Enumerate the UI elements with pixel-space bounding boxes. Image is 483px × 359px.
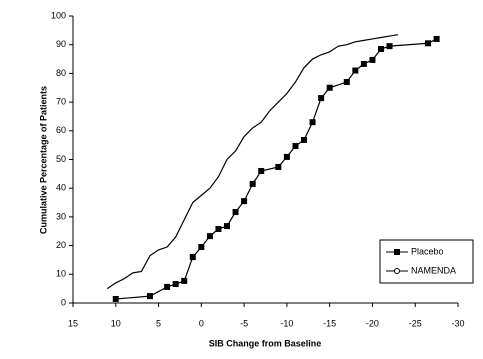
y-tick-label: 0: [61, 297, 66, 307]
marker: [292, 143, 299, 150]
x-tick-label: -15: [323, 318, 336, 328]
marker: [189, 254, 196, 261]
y-tick-label: 60: [56, 125, 66, 135]
marker: [206, 233, 213, 240]
marker: [318, 95, 325, 102]
marker: [369, 56, 376, 63]
x-tick-label: -30: [451, 318, 464, 328]
y-tick-label: 100: [51, 10, 66, 20]
marker: [181, 277, 188, 284]
marker: [258, 167, 265, 174]
y-tick-label: 20: [56, 240, 66, 250]
x-tick-label: -25: [409, 318, 422, 328]
marker: [433, 35, 440, 42]
marker: [249, 180, 256, 187]
y-tick-label: 50: [56, 154, 66, 164]
legend-label: NAMENDA: [411, 265, 456, 275]
marker: [241, 198, 248, 205]
marker: [378, 46, 384, 53]
x-tick-label: 0: [199, 318, 204, 328]
y-tick-label: 70: [56, 96, 66, 106]
x-axis-title: SIB Change from Baseline: [209, 338, 322, 348]
legend-box: [379, 239, 474, 284]
marker: [232, 209, 239, 216]
x-tick-label: -5: [240, 318, 248, 328]
marker: [164, 283, 171, 290]
marker: [386, 43, 393, 50]
x-tick-label: -20: [366, 318, 379, 328]
marker: [425, 40, 432, 47]
legend: Placebo NAMENDA: [379, 239, 474, 284]
legend-marker: [394, 249, 400, 255]
marker: [198, 244, 205, 251]
x-tick-label: 5: [156, 318, 161, 328]
y-axis-title: Cumulative Percentage of Patients: [38, 86, 48, 234]
x-tick-label: 10: [111, 318, 121, 328]
legend-label: Placebo: [411, 246, 444, 256]
x-tick-label: -10: [280, 318, 293, 328]
marker: [112, 295, 119, 302]
y-tick-label: 30: [56, 211, 66, 221]
marker: [172, 281, 179, 288]
series-line: [106, 34, 399, 290]
y-tick-label: 80: [56, 68, 66, 78]
y-tick-label: 40: [56, 183, 66, 193]
legend-marker: [394, 268, 400, 274]
marker: [309, 119, 316, 126]
y-tick-label: 90: [56, 39, 66, 49]
marker: [224, 223, 230, 230]
y-tick-label: 10: [56, 269, 66, 279]
x-tick-label: 15: [68, 318, 78, 328]
marker: [301, 136, 307, 143]
marker: [352, 67, 359, 74]
marker: [360, 60, 367, 67]
marker: [343, 79, 350, 86]
marker: [283, 153, 290, 160]
marker: [326, 84, 333, 91]
marker: [147, 293, 153, 300]
marker: [215, 225, 222, 232]
marker: [275, 163, 282, 170]
